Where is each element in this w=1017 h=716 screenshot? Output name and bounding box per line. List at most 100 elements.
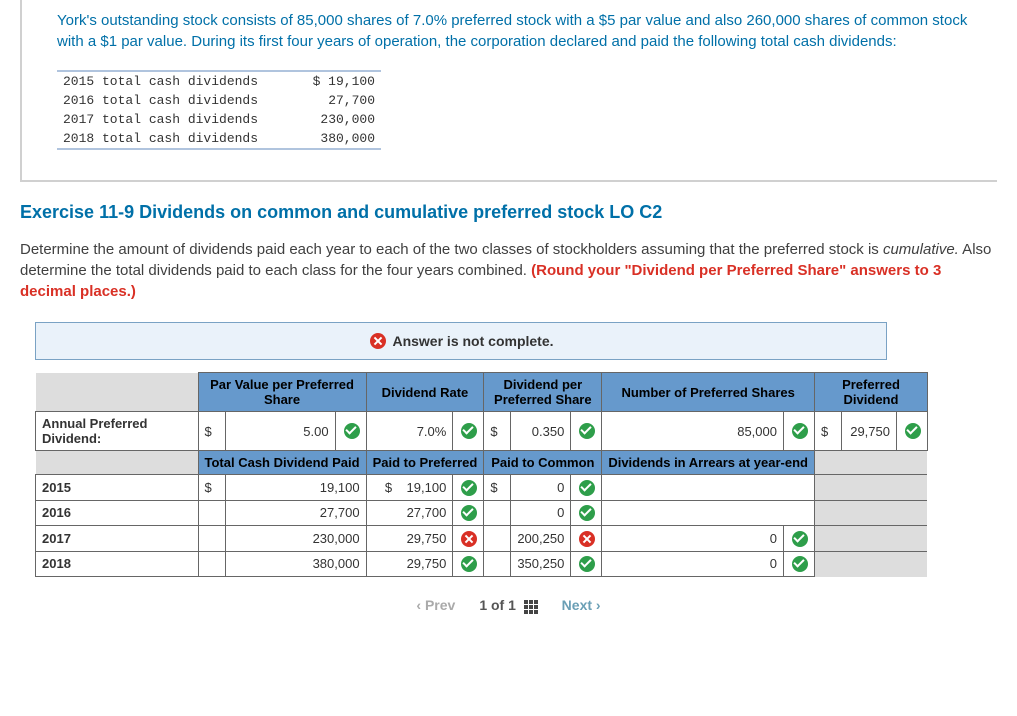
grid-icon[interactable]: [524, 600, 538, 614]
cash-val: 27,700: [225, 500, 366, 526]
shares-mark: [783, 412, 814, 451]
pref-val[interactable]: 29,750: [366, 551, 453, 577]
check-icon: [461, 505, 477, 521]
pref-val[interactable]: 27,700: [366, 500, 453, 526]
check-icon: [792, 531, 808, 547]
mark-cell: [453, 500, 484, 526]
cash-sym: [198, 526, 225, 552]
th-common: Paid to Common: [484, 451, 602, 475]
cd-row-val: $ 19,100: [289, 72, 381, 91]
com-sym: [484, 551, 511, 577]
cd-row-label: 2016 total cash dividends: [57, 91, 289, 110]
cash-val: 230,000: [225, 526, 366, 552]
cd-row-label: 2015 total cash dividends: [57, 72, 289, 91]
status-text: Answer is not complete.: [392, 333, 553, 349]
par-mark: [335, 412, 366, 451]
com-val[interactable]: 200,250: [511, 526, 571, 552]
cash-sym: [198, 500, 225, 526]
th-prefdiv: Preferred Dividend: [814, 373, 927, 412]
shares-val[interactable]: 85,000: [602, 412, 784, 451]
cd-row-val: 27,700: [289, 91, 381, 110]
next-label: Next: [562, 597, 592, 613]
mark-cell: [453, 475, 484, 501]
check-icon: [792, 423, 808, 439]
cd-row-label: 2018 total cash dividends: [57, 129, 289, 148]
mark-cell: [783, 526, 814, 552]
x-icon: [461, 531, 477, 547]
pref-mark: [896, 412, 927, 451]
prev-label: Prev: [425, 597, 455, 613]
par-val[interactable]: 5.00: [225, 412, 335, 451]
arr-val[interactable]: 0: [602, 551, 784, 577]
mark-cell: [453, 526, 484, 552]
pref-val[interactable]: 29,750: [841, 412, 896, 451]
chevron-right-icon: ›: [596, 597, 601, 613]
cash-sym: $: [198, 475, 225, 501]
chevron-left-icon: ‹: [416, 597, 421, 613]
check-icon: [461, 423, 477, 439]
next-button[interactable]: Next ›: [562, 597, 601, 613]
year-row: 2015$19,100$ 19,100$0: [36, 475, 928, 501]
page-pos-text: 1 of 1: [479, 597, 516, 613]
th-dps: Dividend per Preferred Share: [484, 373, 602, 412]
year-label: 2015: [36, 475, 199, 501]
year-row: 2018 380,00029,750 350,250 0: [36, 551, 928, 577]
tail: [814, 526, 927, 552]
check-icon: [579, 505, 595, 521]
rate-mark: [453, 412, 484, 451]
th-rate: Dividend Rate: [366, 373, 484, 412]
annual-pref-row: Annual Preferred Dividend: $ 5.00 7.0% $…: [36, 412, 928, 451]
dps-val[interactable]: 0.350: [511, 412, 571, 451]
instructions: Determine the amount of dividends paid e…: [20, 239, 997, 302]
check-icon: [579, 480, 595, 496]
dps-sym: $: [484, 412, 511, 451]
check-icon: [344, 423, 360, 439]
mark-cell: [571, 551, 602, 577]
check-icon: [461, 556, 477, 572]
prev-button[interactable]: ‹ Prev: [416, 597, 455, 613]
exercise-title: Exercise 11-9 Dividends on common and cu…: [20, 202, 997, 223]
com-sym: [484, 526, 511, 552]
x-icon: [370, 333, 386, 349]
arr-val[interactable]: 0: [602, 526, 784, 552]
com-val[interactable]: 350,250: [511, 551, 571, 577]
intro-text: York's outstanding stock consists of 85,…: [57, 10, 977, 52]
check-icon: [579, 556, 595, 572]
tail: [814, 475, 927, 501]
annual-preferred-table: Par Value per Preferred Share Dividend R…: [35, 372, 928, 577]
rate-val[interactable]: 7.0%: [366, 412, 453, 451]
check-icon: [792, 556, 808, 572]
check-icon: [905, 423, 921, 439]
pref-sym: $: [814, 412, 841, 451]
cash-val: 19,100: [225, 475, 366, 501]
cash-sym: [198, 551, 225, 577]
com-val[interactable]: 0: [511, 475, 571, 501]
com-sym: $: [484, 475, 511, 501]
th-shares: Number of Preferred Shares: [602, 373, 815, 412]
arr-val[interactable]: [602, 475, 815, 501]
com-sym: [484, 500, 511, 526]
cash-dividends-table: 2015 total cash dividends$ 19,100 2016 t…: [57, 70, 381, 150]
status-bar: Answer is not complete.: [35, 322, 887, 360]
dps-mark: [571, 412, 602, 451]
tail: [814, 551, 927, 577]
cd-row-val: 230,000: [289, 110, 381, 129]
page-position: 1 of 1: [479, 597, 537, 613]
instr-plain: Determine the amount of dividends paid e…: [20, 241, 883, 258]
x-icon: [579, 531, 595, 547]
year-row: 2017 230,00029,750 200,250 0: [36, 526, 928, 552]
year-label: 2018: [36, 551, 199, 577]
com-val[interactable]: 0: [511, 500, 571, 526]
year-label: 2017: [36, 526, 199, 552]
check-icon: [461, 480, 477, 496]
pref-val[interactable]: 29,750: [366, 526, 453, 552]
row-label: Annual Preferred Dividend:: [36, 412, 199, 451]
mark-cell: [783, 551, 814, 577]
th-prefpaid: Paid to Preferred: [366, 451, 484, 475]
pref-val[interactable]: $ 19,100: [366, 475, 453, 501]
arr-val[interactable]: [602, 500, 815, 526]
instr-italic: cumulative.: [883, 241, 959, 258]
mark-cell: [571, 475, 602, 501]
cash-val: 380,000: [225, 551, 366, 577]
pager: ‹ Prev 1 of 1 Next ›: [0, 597, 1017, 613]
